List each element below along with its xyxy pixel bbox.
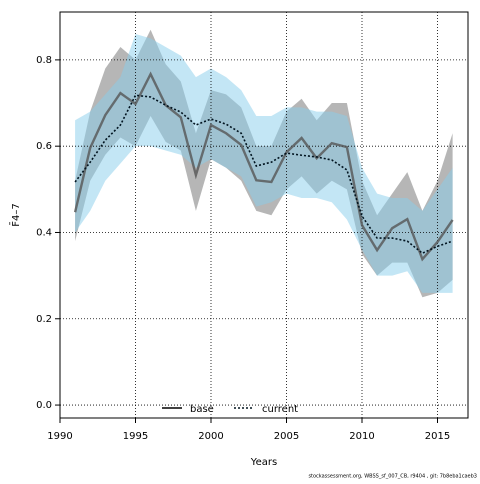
y-tick-label: 0.8: [36, 55, 52, 66]
x-axis-label: Years: [250, 457, 277, 468]
x-tick-label: 2015: [425, 431, 450, 442]
legend-label: current: [262, 404, 298, 415]
series-line: [74, 94, 453, 255]
x-tick-label: 2005: [274, 431, 299, 442]
x-tick-label: 2010: [349, 431, 374, 442]
y-tick-label: 0.2: [36, 314, 52, 325]
y-tick-label: 0.4: [36, 227, 52, 238]
y-tick-label: 0.6: [36, 141, 52, 152]
y-axis-label: F̄4–7: [9, 203, 22, 226]
footer: stockassessment.org, WBSS_sf_007_CB, r94…: [308, 474, 477, 480]
plot-frame: [59, 11, 469, 419]
x-tick-label: 1995: [123, 431, 148, 442]
legend-label: base: [190, 404, 214, 415]
y-tick-label: 0.0: [36, 400, 52, 411]
series-line: [73, 71, 454, 262]
x-tick-label: 2000: [198, 431, 223, 442]
x-tick-label: 1990: [47, 431, 72, 442]
